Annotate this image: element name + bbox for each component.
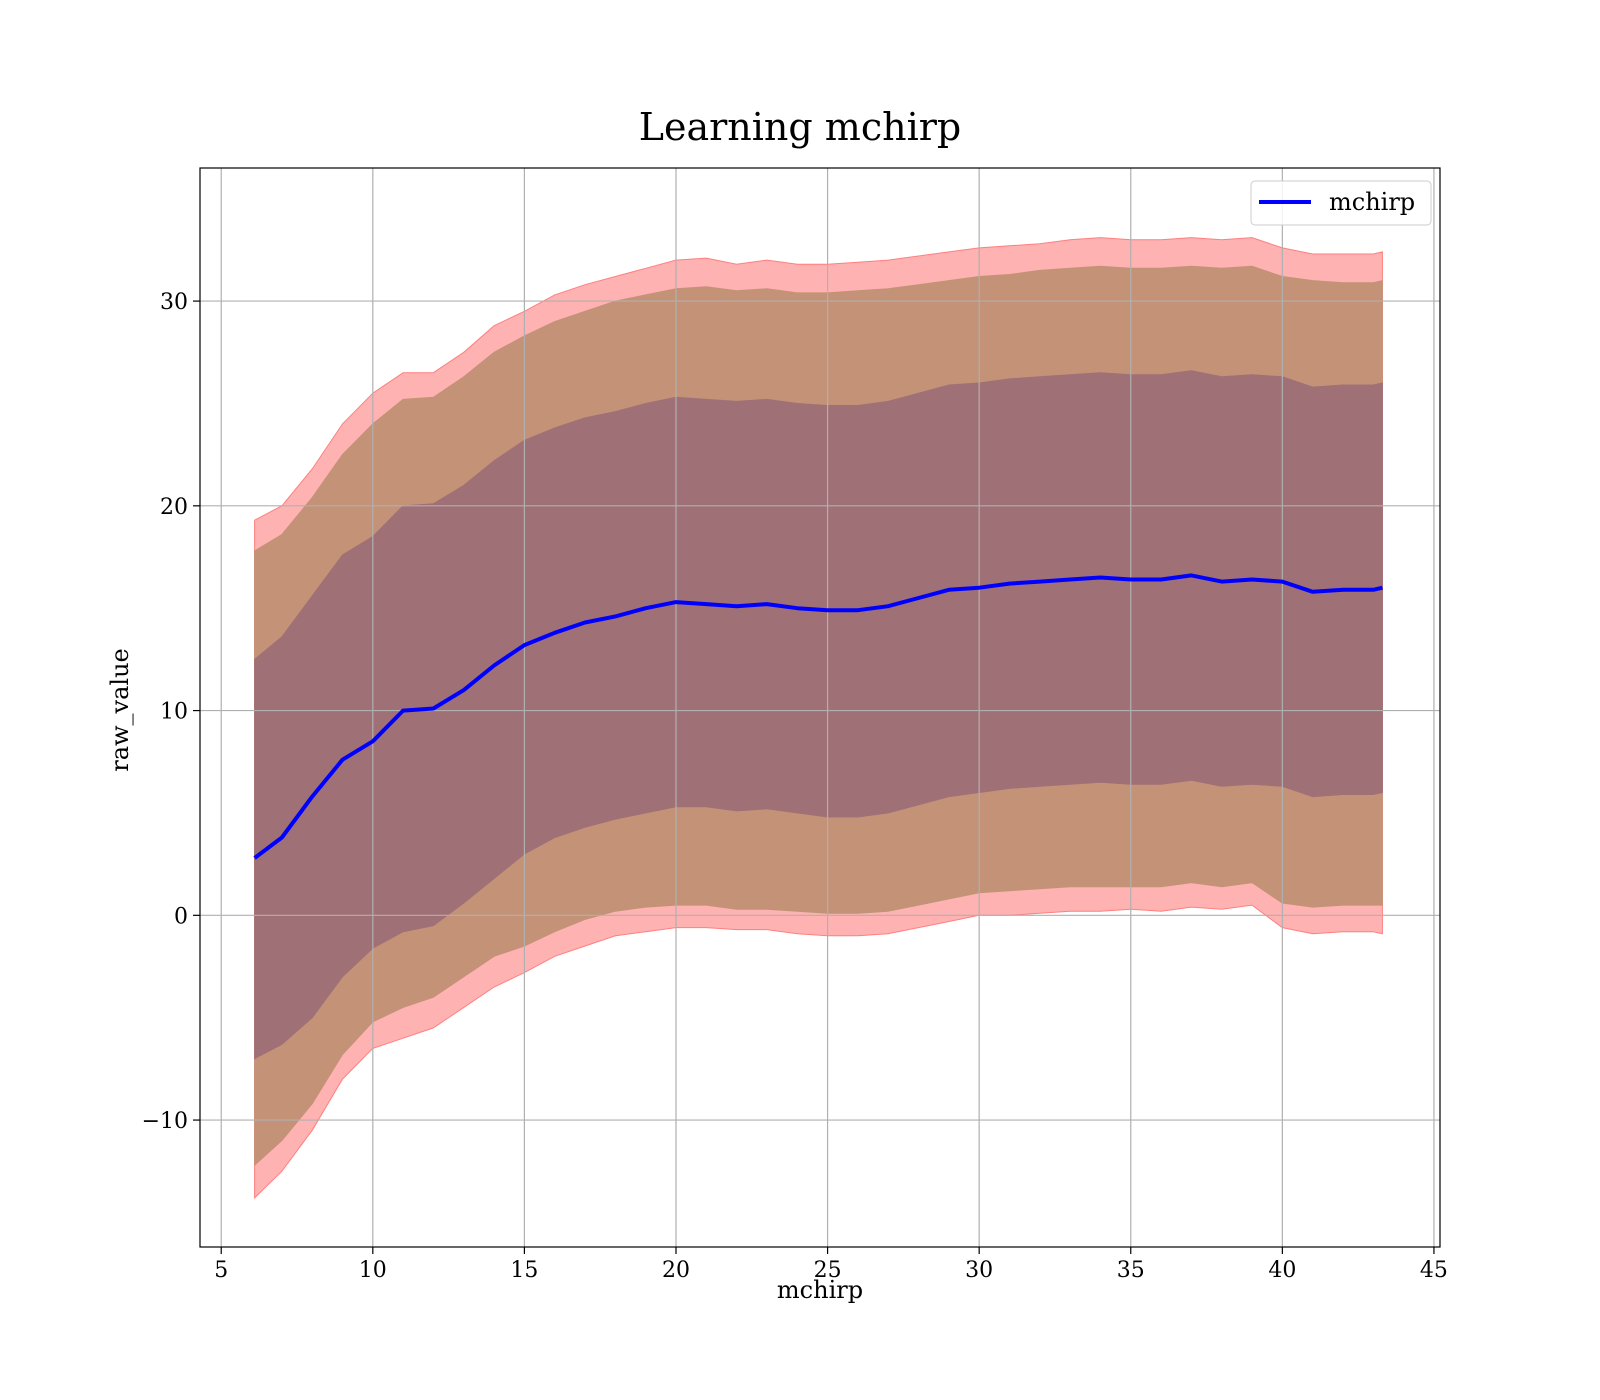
x-tick-label: 5: [214, 1258, 228, 1283]
chart-title: Learning mchirp: [639, 105, 961, 149]
legend-label-mchirp: mchirp: [1329, 188, 1415, 216]
plot-frame: [199, 167, 1441, 1248]
y-tick-label: −10: [142, 1109, 188, 1134]
legend: mchirp: [1250, 180, 1432, 226]
y-tick-label: 0: [174, 904, 188, 929]
bands-layer: [254, 237, 1383, 1200]
x-axis-label: mchirp: [777, 1276, 863, 1304]
x-tick-label: 15: [510, 1258, 538, 1283]
y-tick-label: 10: [160, 700, 188, 725]
x-tick-label: 40: [1268, 1258, 1296, 1283]
x-tick-label: 25: [814, 1258, 842, 1283]
x-tick-label: 35: [1117, 1258, 1145, 1283]
legend-box: [1250, 180, 1432, 226]
grid-layer: [200, 168, 1440, 1247]
ticks-layer: 5 10 15 20 25 30 35 40 45 −10 0 10 20 30: [142, 290, 1448, 1283]
y-tick-label: 20: [160, 495, 188, 520]
x-tick-label: 20: [662, 1258, 690, 1283]
x-tick-label: 10: [359, 1258, 387, 1283]
x-tick-label: 45: [1420, 1258, 1448, 1283]
y-tick-label: 30: [160, 290, 188, 315]
series-line-mchirp: [253, 573, 1383, 860]
band-3: [254, 370, 1383, 1060]
y-axis-label: raw_value: [106, 648, 134, 772]
line-layer: [253, 573, 1383, 860]
x-tick-label: 30: [965, 1258, 993, 1283]
